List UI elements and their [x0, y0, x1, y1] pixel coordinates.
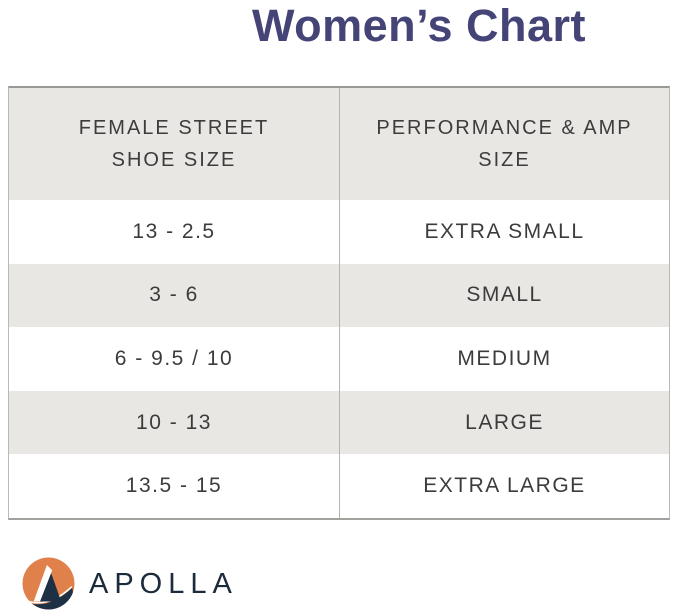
- table-cell-shoe-size: 3 - 6: [9, 263, 339, 328]
- table-cell-amp-size: MEDIUM: [339, 327, 669, 391]
- size-chart-table: FEMALE STREET SHOE SIZE PERFORMANCE & AM…: [8, 86, 670, 520]
- page-title: Women’s Chart: [251, 0, 587, 51]
- table-cell-shoe-size: 13 - 2.5: [9, 200, 339, 264]
- column-header-amp-size-line2: SIZE: [478, 149, 531, 171]
- table-cell-shoe-size: 10 - 13: [9, 390, 339, 455]
- table-cell-amp-size: EXTRA SMALL: [339, 200, 669, 264]
- column-header-shoe-size: FEMALE STREET SHOE SIZE: [9, 88, 339, 200]
- column-header-shoe-size-line2: SHOE SIZE: [111, 149, 237, 171]
- apolla-logo-icon: [22, 557, 75, 610]
- column-header-amp-size: PERFORMANCE & AMP SIZE: [339, 88, 669, 200]
- table-cell-amp-size: EXTRA LARGE: [339, 454, 669, 518]
- column-header-amp-size-line1: PERFORMANCE & AMP: [376, 117, 633, 139]
- brand-footer: APOLLA: [0, 552, 679, 613]
- table-cell-amp-size: SMALL: [339, 263, 669, 328]
- table-cell-shoe-size: 6 - 9.5 / 10: [9, 327, 339, 391]
- table-cell-shoe-size: 13.5 - 15: [9, 454, 339, 518]
- brand-name: APOLLA: [89, 568, 238, 600]
- column-header-shoe-size-line1: FEMALE STREET: [78, 117, 270, 139]
- table-cell-amp-size: LARGE: [339, 390, 669, 455]
